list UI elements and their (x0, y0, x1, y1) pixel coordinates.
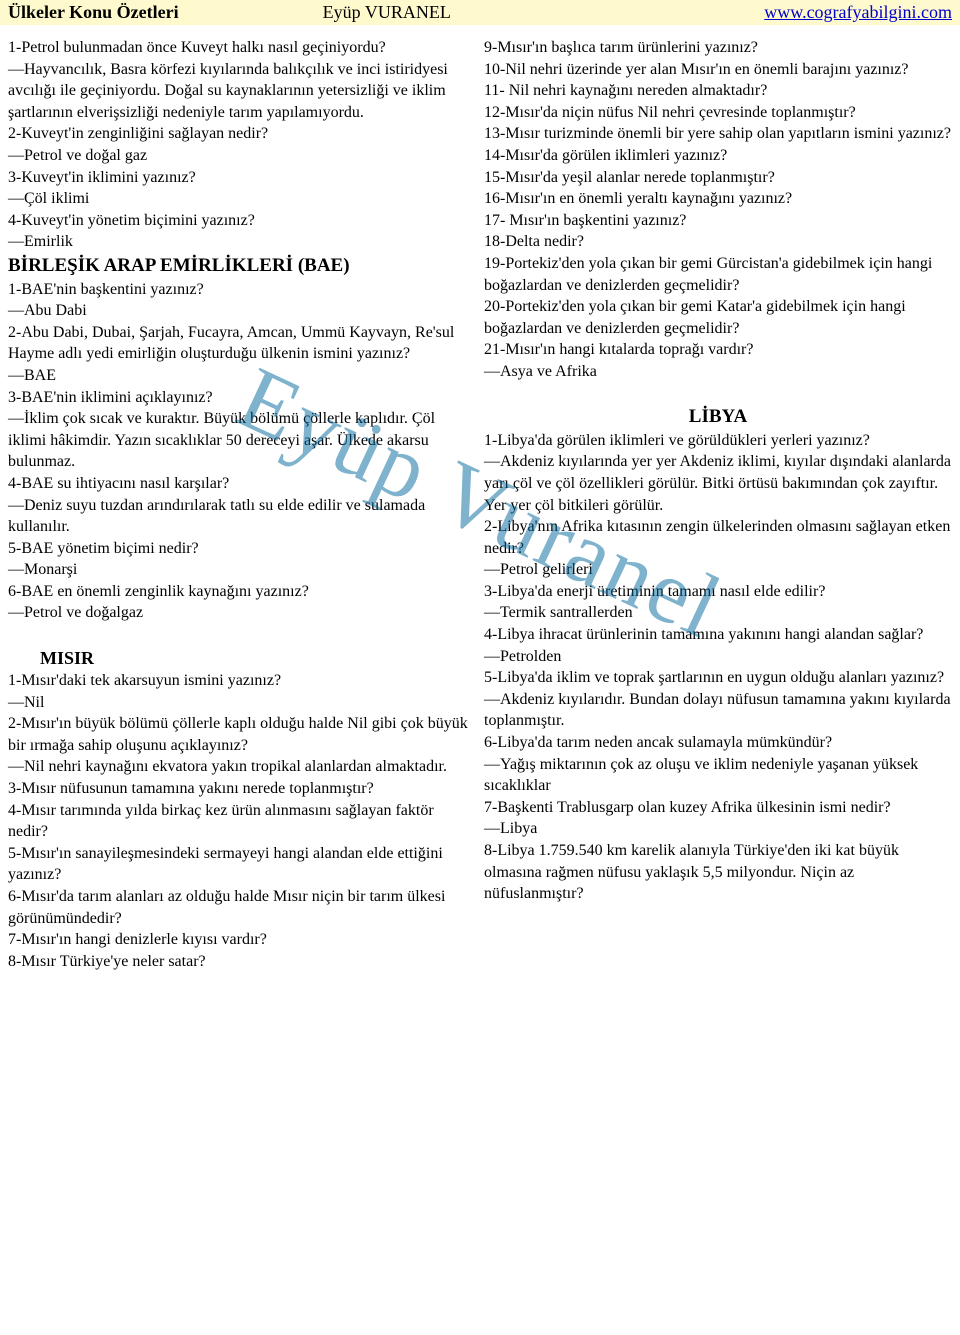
body-text: —Emirlik (8, 231, 476, 253)
body-text: —BAE (8, 365, 476, 387)
body-text: —Akdeniz kıyılarıdır. Bundan dolayı nüfu… (484, 689, 952, 732)
body-text: —Deniz suyu tuzdan arındırılarak tatlı s… (8, 495, 476, 538)
body-text: —Asya ve Afrika (484, 361, 952, 383)
body-text: 6-Libya'da tarım neden ancak sulamayla m… (484, 732, 952, 754)
body-text: 18-Delta nedir? (484, 231, 952, 253)
body-text: —Akdeniz kıyılarında yer yer Akdeniz ikl… (484, 451, 952, 516)
body-text: —Petrol gelirleri (484, 559, 952, 581)
body-text: —Hayvancılık, Basra körfezi kıyılarında … (8, 59, 476, 124)
left-column: 1-Petrol bulunmadan önce Kuveyt halkı na… (8, 37, 476, 972)
page-header: Ülkeler Konu Özetleri Eyüp VURANEL www.c… (0, 0, 960, 25)
body-text: 7-Başkenti Trablusgarp olan kuzey Afrika… (484, 797, 952, 819)
body-text: 4-BAE su ihtiyacını nasıl karşılar? (8, 473, 476, 495)
body-text: 20-Portekiz'den yola çıkan bir gemi Kata… (484, 296, 952, 339)
body-text: 16-Mısır'ın en önemli yeraltı kaynağını … (484, 188, 952, 210)
body-text: 7-Mısır'ın hangi denizlerle kıyısı vardı… (8, 929, 476, 951)
body-text: 1-Mısır'daki tek akarsuyun ismini yazını… (8, 670, 476, 692)
body-text: —Çöl iklimi (8, 188, 476, 210)
body-text: 6-Mısır'da tarım alanları az olduğu hald… (8, 886, 476, 929)
body-text: 15-Mısır'da yeşil alanlar nerede toplanm… (484, 167, 952, 189)
body-text: —Libya (484, 818, 952, 840)
body-text: 10-Nil nehri üzerinde yer alan Mısır'ın … (484, 59, 952, 81)
body-text: 5-Libya'da iklim ve toprak şartlarının e… (484, 667, 952, 689)
body-text: 11- Nil nehri kaynağını nereden almaktad… (484, 80, 952, 102)
body-text: 21-Mısır'ın hangi kıtalarda toprağı vard… (484, 339, 952, 361)
body-text: 2-Kuveyt'in zenginliğini sağlayan nedir? (8, 123, 476, 145)
body-text: —Yağış miktarının çok az oluşu ve iklim … (484, 754, 952, 797)
body-text: 12-Mısır'da niçin nüfus Nil nehri çevres… (484, 102, 952, 124)
body-text: —Termik santrallerden (484, 602, 952, 624)
content-area: Eyüp Vuranel 1-Petrol bulunmadan önce Ku… (0, 25, 960, 980)
body-text: —Petrol ve doğalgaz (8, 602, 476, 624)
body-text: 17- Mısır'ın başkentini yazınız? (484, 210, 952, 232)
body-text: 1-Libya'da görülen iklimleri ve görüldük… (484, 430, 952, 452)
body-text: 2-Abu Dabi, Dubai, Şarjah, Fucayra, Amca… (8, 322, 476, 365)
body-text: 8-Libya 1.759.540 km karelik alanıyla Tü… (484, 840, 952, 905)
body-text: 3-BAE'nin iklimini açıklayınız? (8, 387, 476, 409)
body-text: —Petrolden (484, 646, 952, 668)
section-heading: MISIR (8, 646, 476, 670)
header-author: Eyüp VURANEL (323, 2, 638, 23)
body-text: —Nil (8, 692, 476, 714)
body-text: 3-Mısır nüfusunun tamamına yakını nerede… (8, 778, 476, 800)
section-heading: LİBYA (484, 404, 952, 430)
body-text: —Abu Dabi (8, 300, 476, 322)
body-text: 1-Petrol bulunmadan önce Kuveyt halkı na… (8, 37, 476, 59)
body-text: 13-Mısır turizminde önemli bir yere sahi… (484, 123, 952, 145)
spacer (484, 383, 952, 405)
body-text: 5-Mısır'ın sanayileşmesindeki sermayeyi … (8, 843, 476, 886)
body-text: 5-BAE yönetim biçimi nedir? (8, 538, 476, 560)
body-text: —Nil nehri kaynağını ekvatora yakın trop… (8, 756, 476, 778)
body-text: 3-Kuveyt'in iklimini yazınız? (8, 167, 476, 189)
spacer (8, 624, 476, 646)
header-link[interactable]: www.cografyabilgini.com (637, 2, 952, 23)
body-text: 2-Libya'nın Afrika kıtasının zengin ülke… (484, 516, 952, 559)
body-text: 8-Mısır Türkiye'ye neler satar? (8, 951, 476, 973)
body-text: 2-Mısır'ın büyük bölümü çöllerle kaplı o… (8, 713, 476, 756)
header-title: Ülkeler Konu Özetleri (8, 2, 323, 23)
right-column: 9-Mısır'ın başlıca tarım ürünlerini yazı… (484, 37, 952, 972)
body-text: —Monarşi (8, 559, 476, 581)
body-text: 19-Portekiz'den yola çıkan bir gemi Gürc… (484, 253, 952, 296)
body-text: 4-Kuveyt'in yönetim biçimini yazınız? (8, 210, 476, 232)
body-text: —Petrol ve doğal gaz (8, 145, 476, 167)
body-text: 9-Mısır'ın başlıca tarım ürünlerini yazı… (484, 37, 952, 59)
body-text: 6-BAE en önemli zenginlik kaynağını yazı… (8, 581, 476, 603)
body-text: —İklim çok sıcak ve kuraktır. Büyük bölü… (8, 408, 476, 473)
section-heading: BİRLEŞİK ARAP EMİRLİKLERİ (BAE) (8, 253, 476, 279)
body-text: 1-BAE'nin başkentini yazınız? (8, 279, 476, 301)
body-text: 14-Mısır'da görülen iklimleri yazınız? (484, 145, 952, 167)
body-text: 3-Libya'da enerji üretiminin tamamı nası… (484, 581, 952, 603)
body-text: 4-Libya ihracat ürünlerinin tamamına yak… (484, 624, 952, 646)
body-text: 4-Mısır tarımında yılda birkaç kez ürün … (8, 800, 476, 843)
